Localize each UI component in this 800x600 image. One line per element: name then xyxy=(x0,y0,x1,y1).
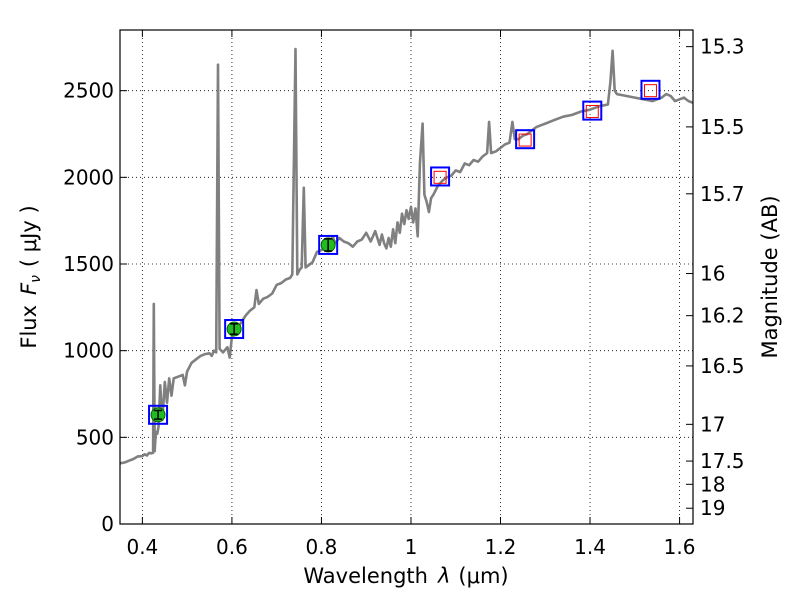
y2-tick-label: 16 xyxy=(700,262,725,286)
y2-tick-label: 17 xyxy=(700,412,725,436)
x-tick-label: 0.6 xyxy=(216,535,248,559)
photometry-open-point xyxy=(518,133,532,147)
y-axis-label: FluxFν( μJy ) xyxy=(17,205,44,348)
photometry-open-point xyxy=(433,170,447,184)
y2-tick-label: 17.5 xyxy=(700,449,745,473)
axis-ticks: 0.4 0.6 0.8 1 1.2 1.4 1.6 0 500 1000 1500 2000 2500 1… xyxy=(63,30,745,559)
y-tick-label: 0 xyxy=(101,512,114,536)
x-tick-label: 1.6 xyxy=(664,535,696,559)
y-tick-label: 1000 xyxy=(63,339,114,363)
y-tick-label: 2500 xyxy=(63,79,114,103)
plot-area xyxy=(119,47,694,465)
spectrum-line xyxy=(119,47,694,465)
y2-tick-label: 19 xyxy=(700,496,725,520)
y2-tick-label: 16.2 xyxy=(700,304,745,328)
y-tick-label: 2000 xyxy=(63,165,114,189)
axes-frame xyxy=(119,29,694,525)
x-tick-label: 0.4 xyxy=(126,535,158,559)
model-point xyxy=(640,79,661,100)
model-point xyxy=(224,319,245,339)
x-tick-label: 1.4 xyxy=(574,535,606,559)
y-tick-label: 1500 xyxy=(63,252,114,276)
x-tick-label: 1 xyxy=(405,535,418,559)
y2-tick-label: 15.3 xyxy=(700,35,745,59)
photometry-open-point xyxy=(585,104,599,118)
photometry-open-point xyxy=(643,84,657,98)
model-point xyxy=(515,129,536,150)
y-tick-label: 500 xyxy=(76,425,114,449)
model-point xyxy=(582,100,603,121)
y2-axis-label: Magnitude (AB) xyxy=(758,195,782,358)
x-axis-label: Wavelength λ (μm) xyxy=(303,564,508,588)
y2-tick-label: 15.7 xyxy=(700,182,745,206)
x-tick-label: 1.2 xyxy=(485,535,517,559)
y2-tick-label: 16.5 xyxy=(700,354,745,378)
model-point xyxy=(318,234,339,255)
model-point xyxy=(430,166,451,187)
x-tick-label: 0.8 xyxy=(306,535,338,559)
y2-tick-label: 18 xyxy=(700,472,725,496)
model-point xyxy=(148,404,169,425)
y2-tick-label: 15.5 xyxy=(700,115,745,139)
